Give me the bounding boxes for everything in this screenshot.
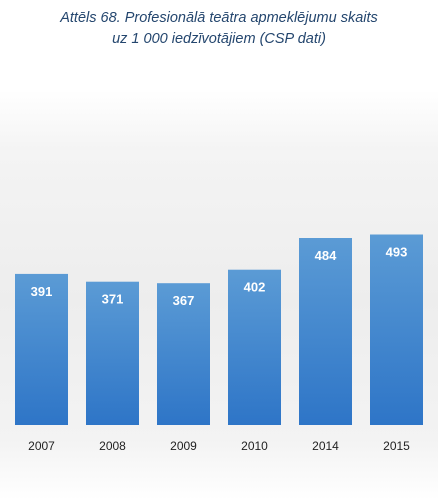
data-label-2007: 391 — [31, 284, 53, 299]
data-labels-group: 391 371 367 402 484 493 — [31, 245, 408, 309]
bar-2015 — [370, 234, 423, 425]
data-label-2010: 402 — [244, 280, 266, 295]
bars-group — [15, 234, 423, 425]
x-tick-2010: 2010 — [241, 439, 268, 453]
chart-title: Attēls 68. Profesionālā teātra apmeklēju… — [60, 10, 378, 26]
x-tick-2009: 2009 — [170, 439, 197, 453]
chart-subtitle: uz 1 000 iedzīvotājiem (CSP dati) — [112, 31, 326, 47]
x-tick-2015: 2015 — [383, 439, 410, 453]
bar-2014 — [299, 238, 352, 425]
bar-2008 — [86, 281, 139, 425]
x-tick-2014: 2014 — [312, 439, 339, 453]
bar-2009 — [157, 283, 210, 425]
data-label-2009: 367 — [173, 293, 195, 308]
chart-title-block: Attēls 68. Profesionālā teātra apmeklēju… — [0, 8, 438, 50]
x-axis-tick-labels: 2007 2008 2009 2010 2014 2015 — [28, 439, 410, 453]
data-label-2015: 493 — [386, 245, 408, 260]
data-label-2014: 484 — [315, 248, 337, 263]
data-label-2008: 371 — [102, 292, 124, 307]
bar-2007 — [15, 273, 68, 425]
x-tick-2008: 2008 — [99, 439, 126, 453]
x-tick-2007: 2007 — [28, 439, 55, 453]
bar-2010 — [228, 269, 281, 425]
